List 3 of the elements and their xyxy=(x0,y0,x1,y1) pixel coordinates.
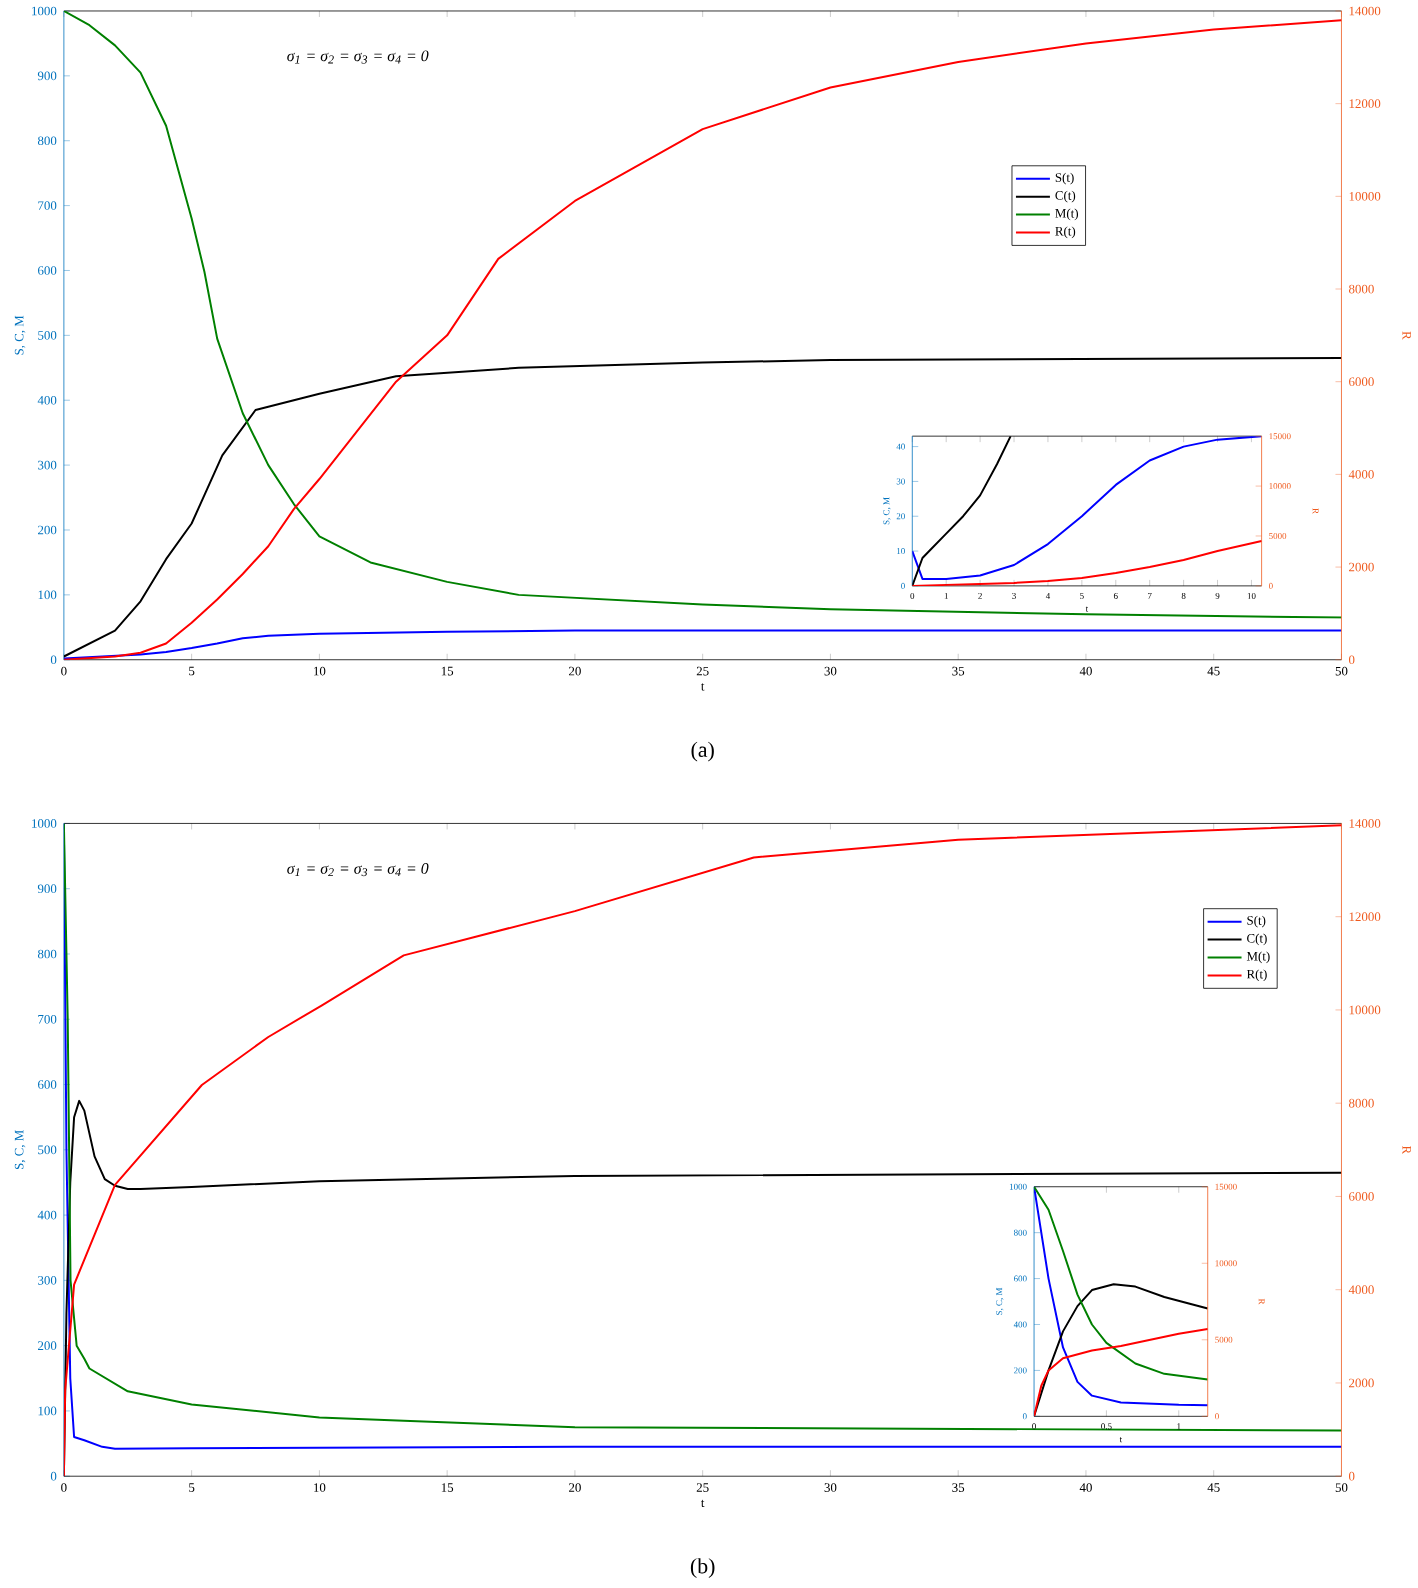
text: (b) xyxy=(691,1558,715,1578)
text: (a) xyxy=(691,741,715,762)
line-series xyxy=(912,436,1262,580)
